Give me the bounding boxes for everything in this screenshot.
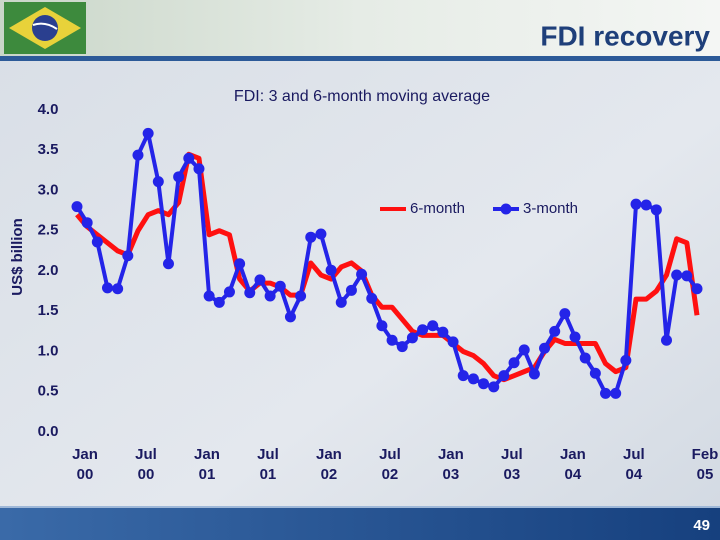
x-tick-label: Jan 03 [438,446,464,483]
y-tick-label: 3.5 [38,141,59,158]
data-point [600,387,612,399]
data-point [650,204,662,216]
data-point [406,332,418,344]
data-point [335,296,347,308]
slide-title: FDI recovery [540,20,710,51]
data-point [122,250,134,262]
data-point [284,311,296,323]
data-point [81,217,93,229]
data-point [376,320,388,332]
data-point [417,324,429,336]
x-tick-label: Jul 00 [135,446,157,483]
flag [4,2,86,54]
data-point [569,331,581,343]
data-point [264,290,276,302]
data-point [112,283,124,295]
x-tick-label: Jan 01 [194,446,220,483]
data-point [203,290,215,302]
data-point [356,268,368,280]
data-point [610,387,622,399]
data-point [518,344,530,356]
data-point [498,370,510,382]
data-point [183,152,195,164]
data-point [549,325,561,337]
data-point [305,231,317,243]
y-tick-label: 4.0 [38,101,59,118]
data-point [457,370,469,382]
y-tick-label: 0.0 [38,423,59,440]
data-point [437,326,449,338]
data-point [244,287,256,299]
x-tick-label: Jul 02 [379,446,401,483]
y-tick-label: 2.5 [38,222,59,239]
data-point [152,176,164,188]
y-tick-label: 0.5 [38,383,59,400]
y-tick-label: 3.0 [38,181,59,198]
header [0,0,720,56]
data-point [223,286,235,298]
data-point [620,354,632,366]
data-point [295,290,307,302]
footer-rule [0,506,720,508]
data-point [254,274,266,286]
x-tick-label: Feb 05 [692,446,719,483]
legend-label: 6-month [410,200,465,217]
data-point [91,236,103,248]
data-point [630,198,642,210]
data-point [132,149,144,161]
data-point [427,320,439,332]
x-tick-label: Jan 02 [316,446,342,483]
data-point [396,341,408,353]
data-point [213,296,225,308]
data-point [173,171,185,183]
data-point [559,308,571,320]
data-point [691,283,703,295]
x-tick-label: Jul 03 [501,446,523,483]
data-point [539,342,551,354]
y-axis-label: US$ billion [9,218,26,296]
x-tick-label: Jul 04 [623,446,645,483]
legend-label: 3-month [523,200,578,217]
data-point [71,201,83,213]
data-point [589,367,601,379]
data-point [671,269,683,281]
chart-subtitle: FDI: 3 and 6-month moving average [234,88,490,105]
data-point [274,280,286,292]
data-point [315,228,327,240]
data-point [661,334,673,346]
data-point [366,292,378,304]
data-point [579,352,591,364]
footer [0,508,720,540]
data-point [478,378,490,390]
data-point [162,258,174,270]
data-point [234,258,246,270]
data-point [488,381,500,393]
data-point [508,357,520,369]
data-point [193,163,205,175]
header-rule [0,56,720,61]
data-point [142,127,154,139]
x-tick-label: Jul 01 [257,446,279,483]
data-point [101,282,113,294]
y-tick-label: 2.0 [38,262,59,279]
data-point [467,373,479,385]
data-point [681,270,693,282]
legend-marker [500,203,512,215]
data-point [325,264,337,276]
data-point [640,199,652,211]
y-tick-label: 1.5 [38,302,59,319]
y-tick-label: 1.0 [38,342,59,359]
data-point [386,334,398,346]
series-line [75,151,700,383]
x-tick-label: Jan 04 [560,446,586,483]
data-point [345,284,357,296]
x-tick-label: Jan 00 [72,446,98,483]
page-number: 49 [693,517,710,534]
data-point [528,368,540,380]
data-point [447,336,459,348]
